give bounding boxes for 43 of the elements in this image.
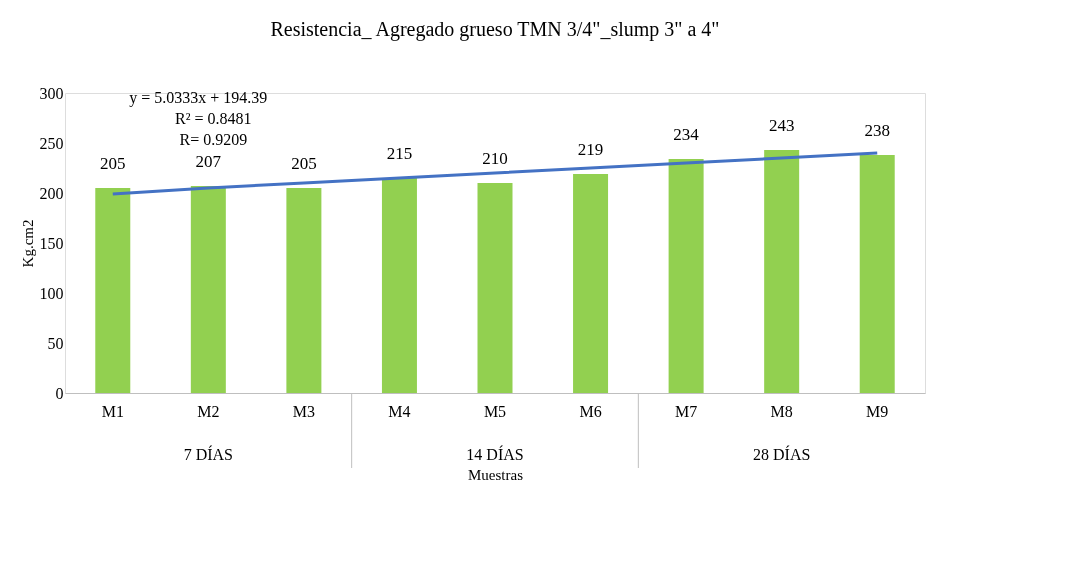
x-tick-label: M3 — [292, 402, 316, 420]
x-axis-title: Muestras — [468, 466, 524, 483]
data-label: 219 — [577, 140, 604, 159]
chart-title: Resistencia_ Agregado grueso TMN 3/4"_slump 3" a 4" — [270, 18, 720, 41]
data-label: 243 — [768, 116, 795, 135]
data-label: 234 — [673, 125, 700, 144]
annotation: R² = 0.8481 — [175, 110, 252, 127]
text: 7 DÍAS — [183, 445, 234, 463]
bar — [286, 188, 322, 393]
data-label: 238 — [864, 121, 890, 140]
text: 28 DÍAS — [752, 445, 811, 463]
x-tick-label: M4 — [388, 402, 411, 420]
bar — [190, 186, 226, 393]
annotation: R= 0.9209 — [179, 131, 248, 148]
y-axis-title: Kg.cm2 — [19, 219, 36, 268]
x-tick-label: M2 — [197, 402, 220, 420]
y-tick-label: 250 — [39, 134, 64, 152]
x-tick-label: M9 — [866, 402, 889, 420]
data-label: 205 — [291, 154, 317, 173]
bar — [573, 174, 609, 393]
y-tick-label: 50 — [47, 334, 64, 352]
bar — [95, 188, 131, 393]
bar — [381, 178, 417, 393]
y-tick-label: 200 — [39, 184, 64, 202]
data-label: 207 — [195, 152, 222, 171]
bar — [668, 159, 704, 393]
x-tick-label: M6 — [579, 402, 602, 420]
data-label: 210 — [482, 149, 508, 168]
x-tick-label: M8 — [770, 402, 793, 420]
y-tick-label: 0 — [55, 384, 64, 402]
x-tick-label: M5 — [483, 402, 507, 420]
text: 14 DÍAS — [466, 445, 524, 463]
bar — [859, 155, 895, 393]
bar — [764, 150, 800, 393]
data-label: 215 — [386, 144, 413, 163]
y-tick-label: 300 — [39, 84, 64, 102]
bar — [477, 183, 513, 393]
data-label: 205 — [100, 154, 126, 173]
y-tick-label: 150 — [39, 234, 64, 252]
x-tick-label: M1 — [101, 402, 124, 420]
x-tick-label: M7 — [674, 402, 698, 420]
y-tick-label: 100 — [39, 284, 64, 302]
annotation: y = 5.0333x + 194.39 — [129, 89, 268, 107]
